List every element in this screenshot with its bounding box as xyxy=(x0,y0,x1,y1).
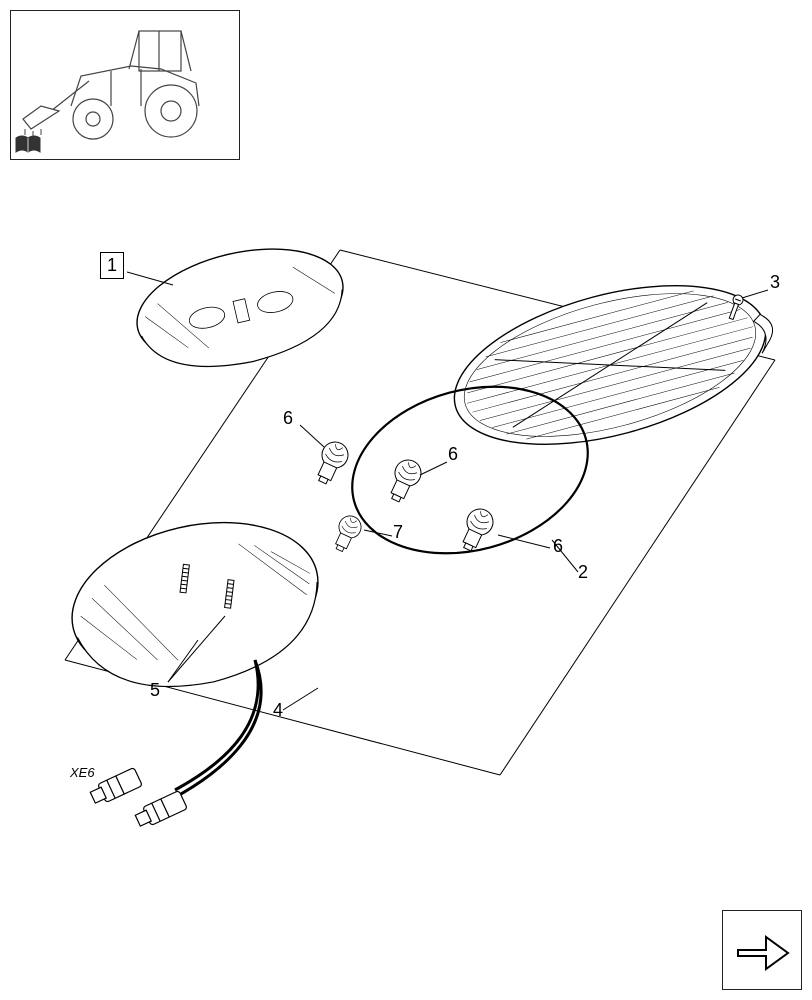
part-bulb-small xyxy=(329,512,364,554)
next-page-button[interactable] xyxy=(722,910,802,990)
callout-2: 2 xyxy=(578,562,588,583)
loader-icon xyxy=(11,11,239,159)
connector-ref-label: XE6 xyxy=(70,765,95,780)
callout-6b: 6 xyxy=(448,444,458,465)
callout-1: 1 xyxy=(100,252,124,279)
part-lens xyxy=(437,254,789,474)
callout-4: 4 xyxy=(273,700,283,721)
callout-6c: 6 xyxy=(553,536,563,557)
callout-3: 3 xyxy=(770,272,780,293)
part-housing-lower xyxy=(57,500,336,710)
callout-5: 5 xyxy=(150,680,160,701)
part-bulb xyxy=(384,456,426,506)
page: 1 2 3 4 5 6 6 6 7 XE6 xyxy=(0,0,812,1000)
part-bulb xyxy=(311,438,353,488)
callout-6a: 6 xyxy=(283,408,293,429)
bulbs-group xyxy=(311,438,498,555)
callout-7: 7 xyxy=(393,522,403,543)
arrow-right-icon xyxy=(732,925,792,975)
part-housing-upper xyxy=(126,231,355,385)
book-icon xyxy=(14,134,42,156)
context-thumbnail xyxy=(10,10,240,160)
